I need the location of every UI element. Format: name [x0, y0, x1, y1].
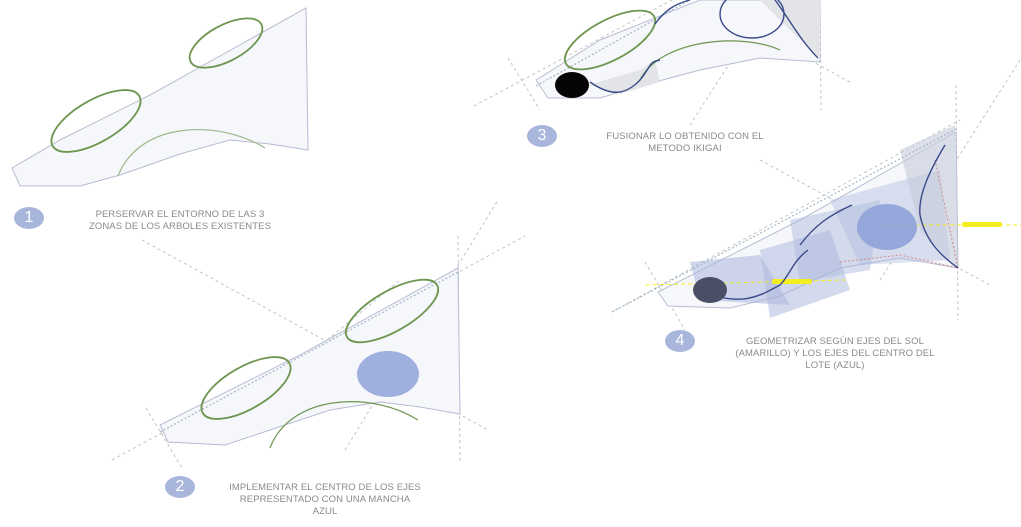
- step-4-label-line: (AMARILLO) Y LOS EJES DEL CENTRO DEL: [735, 348, 935, 359]
- step-1-diagram: [11, 7, 309, 187]
- step-2-diagram: [111, 199, 526, 469]
- step-3-badge: 3: [527, 125, 557, 147]
- step-3-diagram: [473, 0, 851, 126]
- sun-axis-line: [611, 127, 959, 313]
- blue-center-spot: [857, 204, 917, 250]
- lot-edge: [839, 254, 959, 269]
- ikigai-shape: [588, 60, 660, 94]
- tree-zone-ellipse: [563, 9, 657, 71]
- ikigai-curve: [654, 0, 691, 25]
- step-1-label: PERSERVAR EL ENTORNO DE LAS 3 ZONAS DE L…: [70, 209, 290, 233]
- step-4-label-line: GEOMETRIZAR SEGÚN EJES DEL SOL: [746, 336, 924, 347]
- dark-spot: [693, 277, 727, 303]
- step-1-label-line: ZONAS DE LOS ARBOLES EXISTENTES: [88, 221, 272, 232]
- black-spot: [555, 72, 589, 98]
- lot-edge: [934, 159, 959, 269]
- sun-axis-marker: [772, 279, 812, 284]
- lot-outline: [11, 7, 309, 187]
- ikigai-circle: [719, 0, 785, 39]
- step-4-diagram: [611, 59, 1021, 331]
- tree-zone-ellipse: [50, 89, 142, 153]
- step-3-label: FUSIONAR LO OBTENIDO CON EL METODO IKIGA…: [585, 131, 785, 155]
- step-2-label-line: AZUL: [312, 506, 338, 517]
- axis-line: [507, 57, 541, 111]
- sun-axis-line: [159, 271, 459, 433]
- ikigai-curve: [919, 144, 959, 269]
- ikigai-curve: [799, 204, 853, 246]
- ikigai-curve: [699, 249, 809, 300]
- step-2-label-line: IMPLEMENTAR EL CENTRO DE LOS EJES: [229, 482, 421, 493]
- step-4-badge: 4: [665, 330, 695, 352]
- sun-axis-dashed: [645, 279, 846, 286]
- step-4-label-line: LOTE (AZUL): [805, 360, 865, 371]
- sun-axis-marker: [962, 222, 1002, 227]
- step-1-badge: 1: [14, 207, 44, 229]
- step-4-label: GEOMETRIZAR SEGÚN EJES DEL SOL (AMARILLO…: [710, 336, 960, 372]
- lot-outline: [159, 267, 461, 446]
- tree-zone-ellipse: [200, 356, 292, 420]
- blue-center-spot: [357, 351, 419, 397]
- geometric-plane: [900, 125, 958, 268]
- axis-line: [473, 0, 673, 107]
- tree-zone-ellipse: [344, 278, 440, 344]
- tree-zone-arc: [269, 401, 419, 449]
- axis-line: [644, 261, 686, 331]
- sun-axis-line: [535, 0, 691, 87]
- geometric-plane: [760, 230, 850, 318]
- ikigai-curve: [589, 59, 661, 93]
- tree-zone-arc: [117, 129, 266, 177]
- geometric-plane: [790, 200, 880, 282]
- step-3-label-line: METODO IKIGAI: [648, 143, 722, 154]
- step-2-badge: 2: [165, 476, 195, 498]
- tree-zone-ellipse: [188, 17, 264, 69]
- step-1-label-line: PERSERVAR EL ENTORNO DE LAS 3: [95, 209, 265, 220]
- ikigai-curve: [774, 0, 819, 59]
- step-2-label: IMPLEMENTAR EL CENTRO DE LOS EJES REPRES…: [205, 482, 445, 518]
- step-3-label-line: FUSIONAR LO OBTENIDO CON EL: [606, 131, 764, 142]
- step-2-label-line: REPRESENTADO CON UNA MANCHA: [239, 494, 411, 505]
